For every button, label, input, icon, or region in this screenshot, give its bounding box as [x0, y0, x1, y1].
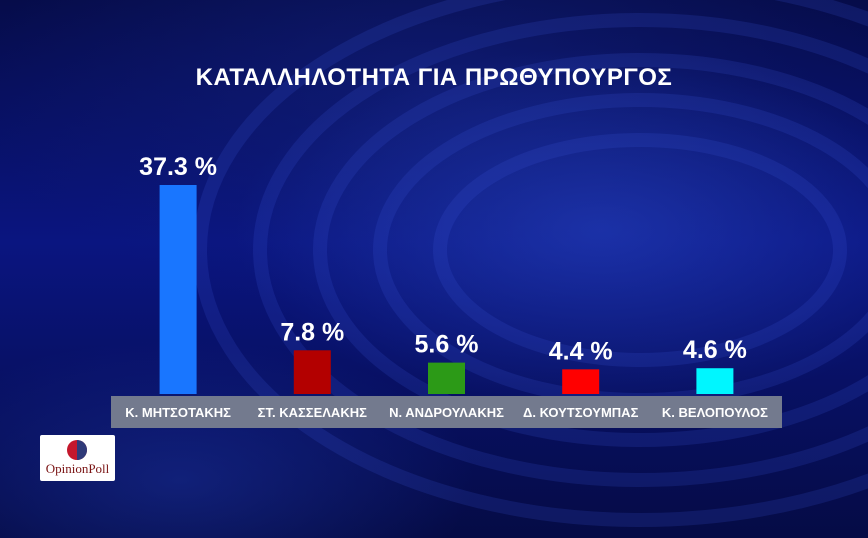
bar-value-label-3: 5.6 % — [415, 331, 479, 359]
logo-text: OpinionPoll — [45, 461, 110, 476]
bar-value-label-2: 7.8 % — [280, 318, 344, 346]
category-label-3: Ν. ΑΝΔΡΟΥΛΑΚΗΣ — [389, 405, 504, 420]
category-label-5: Κ. ΒΕΛΟΠΟΥΛΟΣ — [662, 405, 768, 420]
category-label-1: Κ. ΜΗΤΣΟΤΑΚΗΣ — [125, 405, 231, 420]
bar-1 — [159, 185, 197, 394]
category-label-2: ΣΤ. ΚΑΣΣΕΛΑΚΗΣ — [258, 405, 367, 420]
category-label-4: Δ. ΚΟΥΤΣΟΥΜΠΑΣ — [523, 405, 639, 420]
bar-value-label-1: 37.3 % — [139, 153, 217, 181]
opinionpoll-logo: OpinionPoll — [40, 435, 115, 481]
category-label-strip — [111, 396, 782, 428]
bar-4 — [562, 369, 600, 394]
bar-value-label-4: 4.4 % — [549, 337, 613, 365]
bar-5 — [696, 368, 734, 394]
chart-title: ΚΑΤΑΛΛΗΛΟΤΗΤΑ ΓΙΑ ΠΡΩΘΥΠΟΥΡΓΟΣ — [195, 64, 673, 91]
opinionpoll-logo-circle-icon — [67, 440, 87, 460]
bar-value-label-5: 4.6 % — [683, 336, 747, 364]
bar-2 — [293, 350, 331, 394]
bar-3 — [428, 362, 465, 394]
